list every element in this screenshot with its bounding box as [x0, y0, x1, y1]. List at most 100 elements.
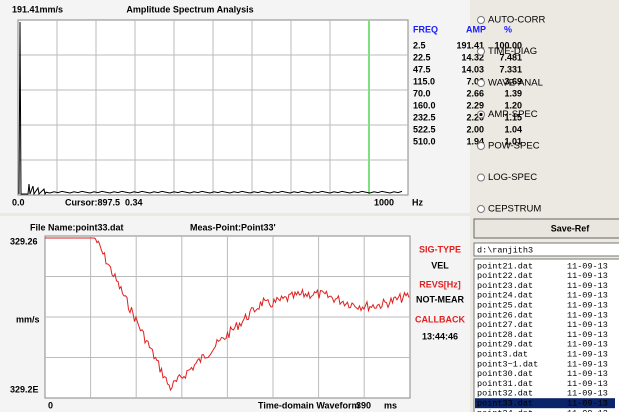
- spectrum-trace: [18, 21, 403, 196]
- file-name[interactable]: point22.dat: [477, 271, 533, 281]
- table-cell: 14.03: [461, 64, 484, 74]
- radio-label: TIME-DIAG: [488, 46, 537, 57]
- file-date: 11-09-13: [567, 261, 608, 271]
- table-cell: 7.481: [499, 52, 522, 62]
- waveform-grid: [45, 236, 410, 398]
- file-date: 11-09-13: [567, 398, 608, 408]
- file-name[interactable]: point23.dat: [477, 281, 533, 291]
- file-name[interactable]: point26.dat: [477, 310, 533, 320]
- file-name[interactable]: point3~1.dat: [477, 359, 538, 369]
- file-name[interactable]: point32.dat: [477, 389, 533, 399]
- file-date: 11-09-13: [567, 310, 608, 320]
- table-cell: 2.20: [466, 112, 484, 122]
- spectrum-grid: [18, 20, 408, 195]
- file-name[interactable]: point25.dat: [477, 300, 533, 310]
- spectrum-value-label: 191.41mm/s: [12, 4, 63, 14]
- file-date: 11-09-13: [567, 300, 608, 310]
- table-cell: 2.66: [466, 88, 484, 98]
- file-name[interactable]: point29.dat: [477, 340, 533, 350]
- table-cell: 2.5: [413, 40, 426, 50]
- radio-label: WAVE-ANAL: [488, 78, 543, 89]
- table-cell: 510.0: [413, 136, 436, 146]
- file-date: 11-09-13: [567, 291, 608, 301]
- file-name[interactable]: point33.dat: [477, 398, 533, 408]
- callback-label: CALLBACK: [415, 314, 465, 324]
- path-text: d:\ranjith3: [477, 245, 533, 255]
- file-name[interactable]: point21.dat: [477, 261, 533, 271]
- table-cell: 1.94: [466, 136, 484, 146]
- save-ref-label: Save-Ref: [551, 223, 591, 233]
- table-cell: 70.0: [413, 88, 431, 98]
- radio-dot: [479, 112, 483, 117]
- table-cell: 160.0: [413, 100, 436, 110]
- y-top: 329.26: [10, 236, 38, 246]
- meas-point: Meas-Point:Point33': [190, 222, 276, 232]
- radio-label: POW-SPEC: [488, 141, 540, 152]
- table-cell: 2.29: [466, 100, 484, 110]
- x-start: 0: [48, 400, 53, 410]
- file-date: 11-09-13: [567, 369, 608, 379]
- file-date: 11-09-13: [567, 408, 608, 412]
- table-cell: 115.0: [413, 76, 435, 86]
- table-cell: 47.5: [413, 64, 431, 74]
- file-name[interactable]: point28.dat: [477, 330, 533, 340]
- x-end: 1000: [374, 197, 394, 207]
- sig-type: VEL: [431, 260, 449, 270]
- spectrum-title: Amplitude Spectrum Analysis: [126, 4, 253, 14]
- path-field[interactable]: [473, 242, 619, 257]
- file-name[interactable]: point3.dat: [477, 349, 528, 359]
- table-cell: 191.41: [456, 40, 484, 50]
- caption: Time-domain Waveform: [258, 400, 360, 410]
- revs-label: REVS[Hz]: [419, 279, 461, 289]
- table-cell: 100.00: [494, 40, 522, 50]
- save-ref-button[interactable]: [473, 218, 619, 239]
- file-date: 11-09-13: [567, 379, 608, 389]
- table-cell: 1.01: [504, 136, 522, 146]
- table-cell: 7.331: [499, 64, 522, 74]
- file-date: 11-09-13: [567, 320, 608, 330]
- table-cell: 2.00: [466, 124, 484, 134]
- table-header: %: [504, 24, 512, 34]
- file-name[interactable]: point31.dat: [477, 379, 533, 389]
- file-date: 11-09-13: [567, 349, 608, 359]
- table-header: FREQ: [413, 24, 438, 34]
- file-date: 11-09-13: [567, 359, 608, 369]
- table-header: AMP: [466, 24, 486, 34]
- radio[interactable]: [477, 205, 485, 213]
- file-date: 11-09-13: [567, 271, 608, 281]
- radio[interactable]: [477, 173, 485, 182]
- callback: 13:44:46: [422, 331, 458, 341]
- file-name[interactable]: point30.dat: [477, 369, 533, 379]
- file-name: File Name:point33.dat: [30, 222, 124, 232]
- file-date: 11-09-13: [567, 281, 608, 291]
- sig-type-label: SIG-TYPE: [419, 244, 461, 254]
- radio[interactable]: [477, 47, 485, 56]
- table-cell: 1.20: [504, 100, 522, 110]
- file-name[interactable]: point27.dat: [477, 320, 533, 330]
- radio[interactable]: [477, 142, 485, 150]
- table-cell: 1.39: [504, 88, 522, 98]
- table-cell: 1.04: [504, 124, 522, 134]
- table-cell: 522.5: [413, 124, 436, 134]
- file-date: 11-09-13: [567, 340, 608, 350]
- x-unit: Hz: [412, 197, 423, 207]
- selection: [475, 398, 615, 409]
- table-cell: 14.32: [461, 52, 484, 62]
- file-list[interactable]: [473, 258, 619, 412]
- table-cell: 232.5: [413, 112, 436, 122]
- table-cell: 7.06: [466, 76, 484, 86]
- radio[interactable]: [477, 16, 485, 24]
- file-name[interactable]: point24.dat: [477, 291, 533, 301]
- x-unit: ms: [384, 400, 397, 410]
- y-unit: mm/s: [16, 314, 40, 324]
- radio-label: CEPSTRUM: [488, 204, 541, 215]
- radio-label: AUTO-CORR: [488, 15, 545, 26]
- radio[interactable]: [477, 79, 485, 87]
- radio-label: LOG-SPEC: [488, 172, 537, 183]
- radio-label: AMP-SPEC: [488, 109, 538, 120]
- file-name[interactable]: point34.dat: [477, 408, 533, 412]
- file-date: 11-09-13: [567, 389, 608, 399]
- table-cell: 1.15: [504, 112, 522, 122]
